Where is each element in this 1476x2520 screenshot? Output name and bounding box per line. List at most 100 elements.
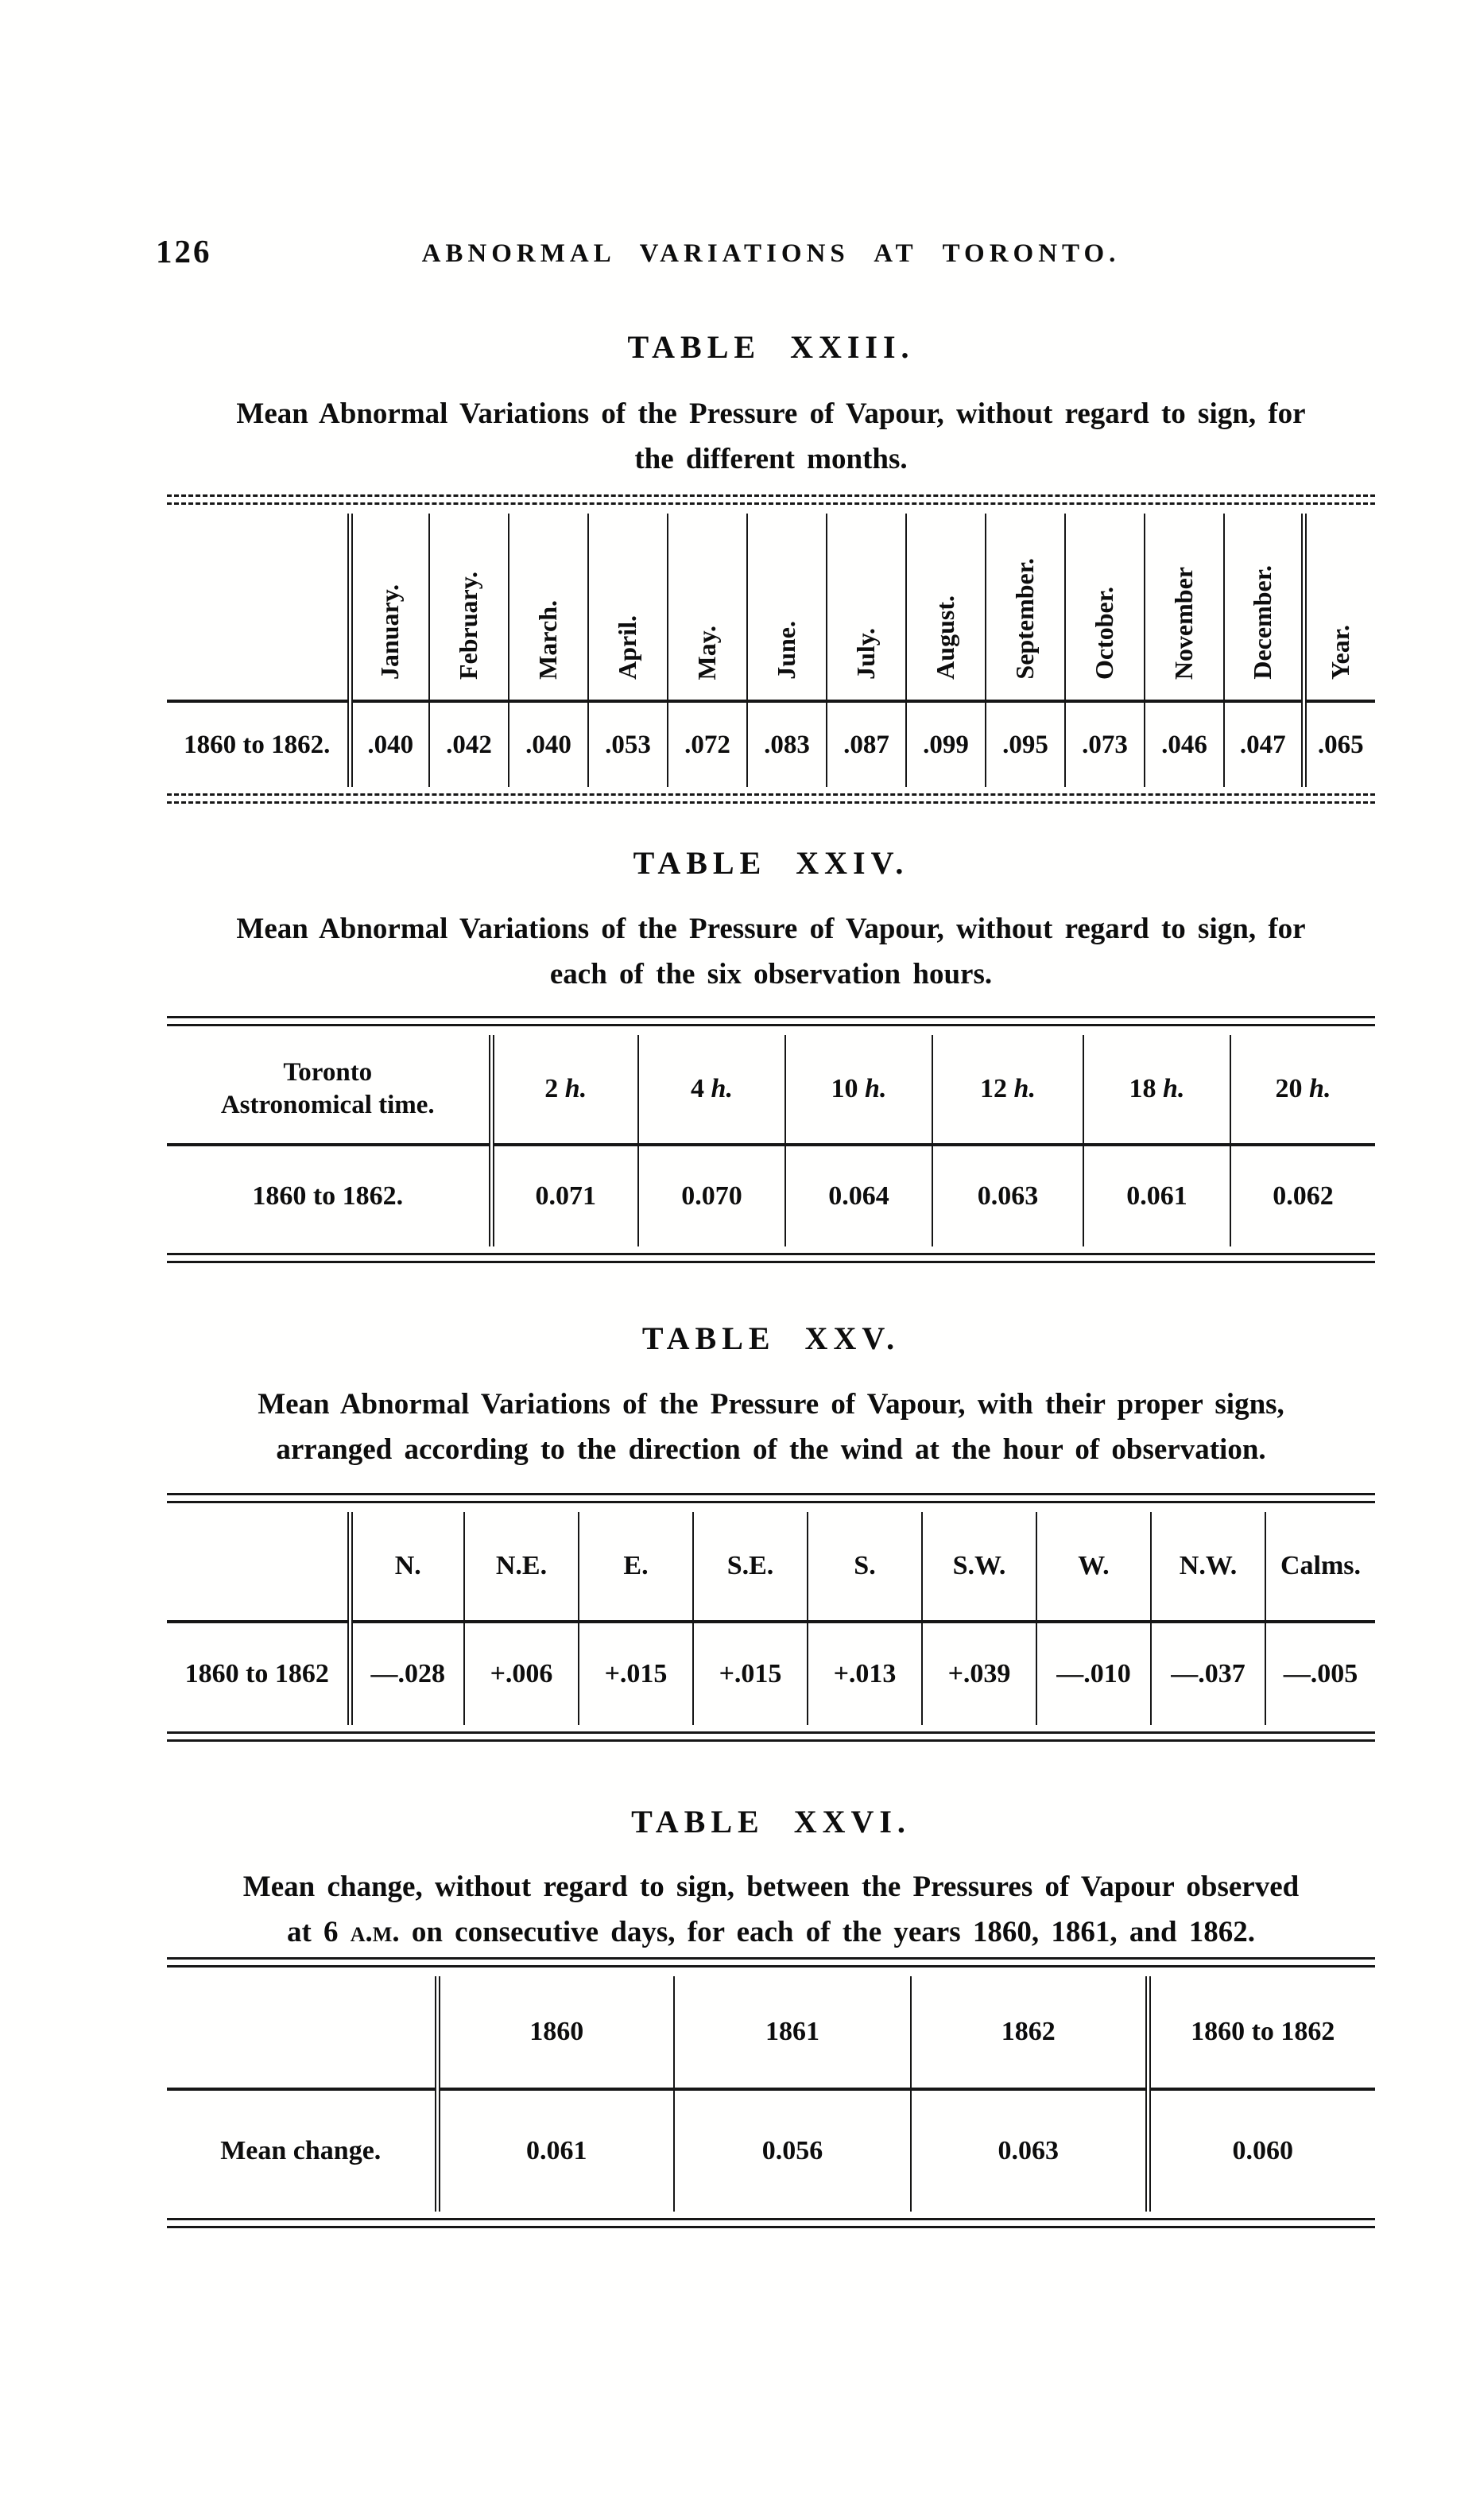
month-header: July. bbox=[826, 514, 906, 703]
caption-line: Mean change, without regard to sign, bet… bbox=[242, 1871, 1300, 1903]
table-top-rule bbox=[167, 1493, 1375, 1503]
table-xxiii-grid: January. February. March. April. May. Ju… bbox=[167, 514, 1375, 787]
table-xxvi-caption: Mean change, without regard to sign, bet… bbox=[167, 1864, 1375, 1955]
value-cell: +.006 bbox=[463, 1622, 579, 1725]
table-xxiv-grid: Toronto Astronomical time. 2 h. 4 h. 10 … bbox=[167, 1035, 1375, 1246]
table-xxiii: January. February. March. April. May. Ju… bbox=[167, 494, 1375, 804]
value-cell: +.015 bbox=[692, 1622, 808, 1725]
table-bottom-rule bbox=[167, 1731, 1375, 1742]
hour-number: 18 bbox=[1129, 1074, 1156, 1103]
month-header: March. bbox=[508, 514, 588, 703]
value-cell: 0.060 bbox=[1145, 2089, 1375, 2212]
month-label: September. bbox=[1010, 558, 1040, 680]
caption-line: Mean Abnormal Variations of the Pressure… bbox=[236, 397, 1306, 430]
table-xxv-grid: N. N.E. E. S.E. S. S.W. W. N.W. Calms. 1… bbox=[167, 1512, 1375, 1725]
value-cell: +.039 bbox=[921, 1622, 1036, 1725]
hour-header: 12 h. bbox=[932, 1035, 1083, 1146]
year-header: 1860 to 1862 bbox=[1145, 1976, 1375, 2091]
table-xxvi: 1860 1861 1862 1860 to 1862 Mean change.… bbox=[167, 1957, 1375, 2228]
month-label: October. bbox=[1090, 586, 1119, 680]
page-number: 126 bbox=[156, 233, 212, 269]
month-label: May. bbox=[692, 625, 722, 680]
month-header: August. bbox=[905, 514, 986, 703]
year-header: 1861 bbox=[673, 1976, 911, 2091]
table-xxiv: Toronto Astronomical time. 2 h. 4 h. 10 … bbox=[167, 1016, 1375, 1263]
month-header: February. bbox=[428, 514, 509, 703]
corner-cell: Toronto Astronomical time. bbox=[167, 1035, 491, 1146]
value-cell: 0.071 bbox=[488, 1145, 638, 1246]
month-label: March. bbox=[533, 600, 563, 680]
value-cell: 0.061 bbox=[434, 2089, 674, 2212]
month-header: June. bbox=[746, 514, 827, 703]
value-cell: .046 bbox=[1144, 701, 1224, 787]
hour-header: 18 h. bbox=[1083, 1035, 1230, 1146]
hour-number: 12 bbox=[980, 1074, 1008, 1103]
running-head: ABNORMAL VARIATIONS AT TORONTO. bbox=[421, 239, 1121, 268]
corner-cell bbox=[167, 1512, 350, 1623]
value-cell: 0.063 bbox=[932, 1145, 1083, 1246]
month-header: April. bbox=[587, 514, 668, 703]
hour-number: 10 bbox=[831, 1074, 858, 1103]
table-xxiii-caption: Mean Abnormal Variations of the Pressure… bbox=[167, 391, 1375, 482]
table-bottom-rule bbox=[167, 2218, 1375, 2228]
year-header: Year. bbox=[1300, 514, 1375, 703]
value-cell: .073 bbox=[1064, 701, 1145, 787]
value-cell: .065 bbox=[1300, 701, 1375, 787]
hour-header: 10 h. bbox=[784, 1035, 932, 1146]
value-cell: .053 bbox=[587, 701, 668, 787]
wind-header: S.E. bbox=[692, 1512, 808, 1623]
value-cell: .087 bbox=[826, 701, 906, 787]
month-header: September. bbox=[985, 514, 1065, 703]
table-bottom-rule bbox=[167, 793, 1375, 804]
hour-unit: h. bbox=[1163, 1074, 1185, 1103]
table-xxv-caption: Mean Abnormal Variations of the Pressure… bbox=[167, 1382, 1375, 1472]
hour-unit: h. bbox=[711, 1074, 733, 1103]
caption-line: arranged according to the direction of t… bbox=[276, 1433, 1266, 1466]
corner-line: Astronomical time. bbox=[220, 1091, 435, 1119]
value-cell: .095 bbox=[985, 701, 1065, 787]
month-header: May. bbox=[667, 514, 747, 703]
row-label: 1860 to 1862. bbox=[184, 730, 331, 759]
table-xxvi-title: TABLE XXVI. bbox=[631, 1804, 911, 1840]
value-cell: 0.063 bbox=[910, 2089, 1148, 2212]
value-cell: .047 bbox=[1223, 701, 1304, 787]
caption-fragment: on consecutive days, for each of the yea… bbox=[399, 1916, 1256, 1948]
wind-header: W. bbox=[1036, 1512, 1151, 1623]
hour-unit: h. bbox=[564, 1074, 587, 1103]
value-cell: .040 bbox=[347, 701, 429, 787]
wind-header: N.W. bbox=[1150, 1512, 1265, 1623]
year-header: 1862 bbox=[910, 1976, 1148, 2091]
hour-number: 20 bbox=[1275, 1074, 1303, 1103]
value-cell: .042 bbox=[428, 701, 509, 787]
value-cell: —.010 bbox=[1036, 1622, 1151, 1725]
caption-line: at 6 a.m. on consecutive days, for each … bbox=[167, 1909, 1375, 1955]
wind-header: E. bbox=[578, 1512, 693, 1623]
value-cell: —.005 bbox=[1265, 1622, 1375, 1725]
value-cell: .072 bbox=[667, 701, 747, 787]
hour-header: 4 h. bbox=[637, 1035, 785, 1146]
hour-number: 2 bbox=[544, 1074, 559, 1103]
month-header: October. bbox=[1064, 514, 1145, 703]
hour-unit: h. bbox=[865, 1074, 887, 1103]
caption-line: each of the six observation hours. bbox=[549, 958, 993, 991]
table-xxv-title: TABLE XXV. bbox=[641, 1320, 901, 1356]
row-label: 1860 to 1862 bbox=[184, 1659, 329, 1688]
month-label: July. bbox=[851, 628, 881, 680]
value-cell: .099 bbox=[905, 701, 986, 787]
value-cell: 0.056 bbox=[673, 2089, 911, 2212]
corner-cell bbox=[167, 514, 350, 703]
month-header: January. bbox=[347, 514, 429, 703]
value-cell: 0.064 bbox=[784, 1145, 932, 1246]
month-header: November bbox=[1144, 514, 1224, 703]
value-cell: .083 bbox=[746, 701, 827, 787]
value-cell: —.037 bbox=[1150, 1622, 1265, 1725]
am-smallcaps: a.m. bbox=[350, 1916, 400, 1948]
row-label: 1860 to 1862. bbox=[252, 1181, 404, 1211]
value-cell: +.013 bbox=[807, 1622, 922, 1725]
wind-header: S. bbox=[807, 1512, 922, 1623]
month-label: April. bbox=[613, 615, 642, 680]
wind-header: S.W. bbox=[921, 1512, 1036, 1623]
value-cell: .040 bbox=[508, 701, 588, 787]
hour-number: 4 bbox=[691, 1074, 705, 1103]
